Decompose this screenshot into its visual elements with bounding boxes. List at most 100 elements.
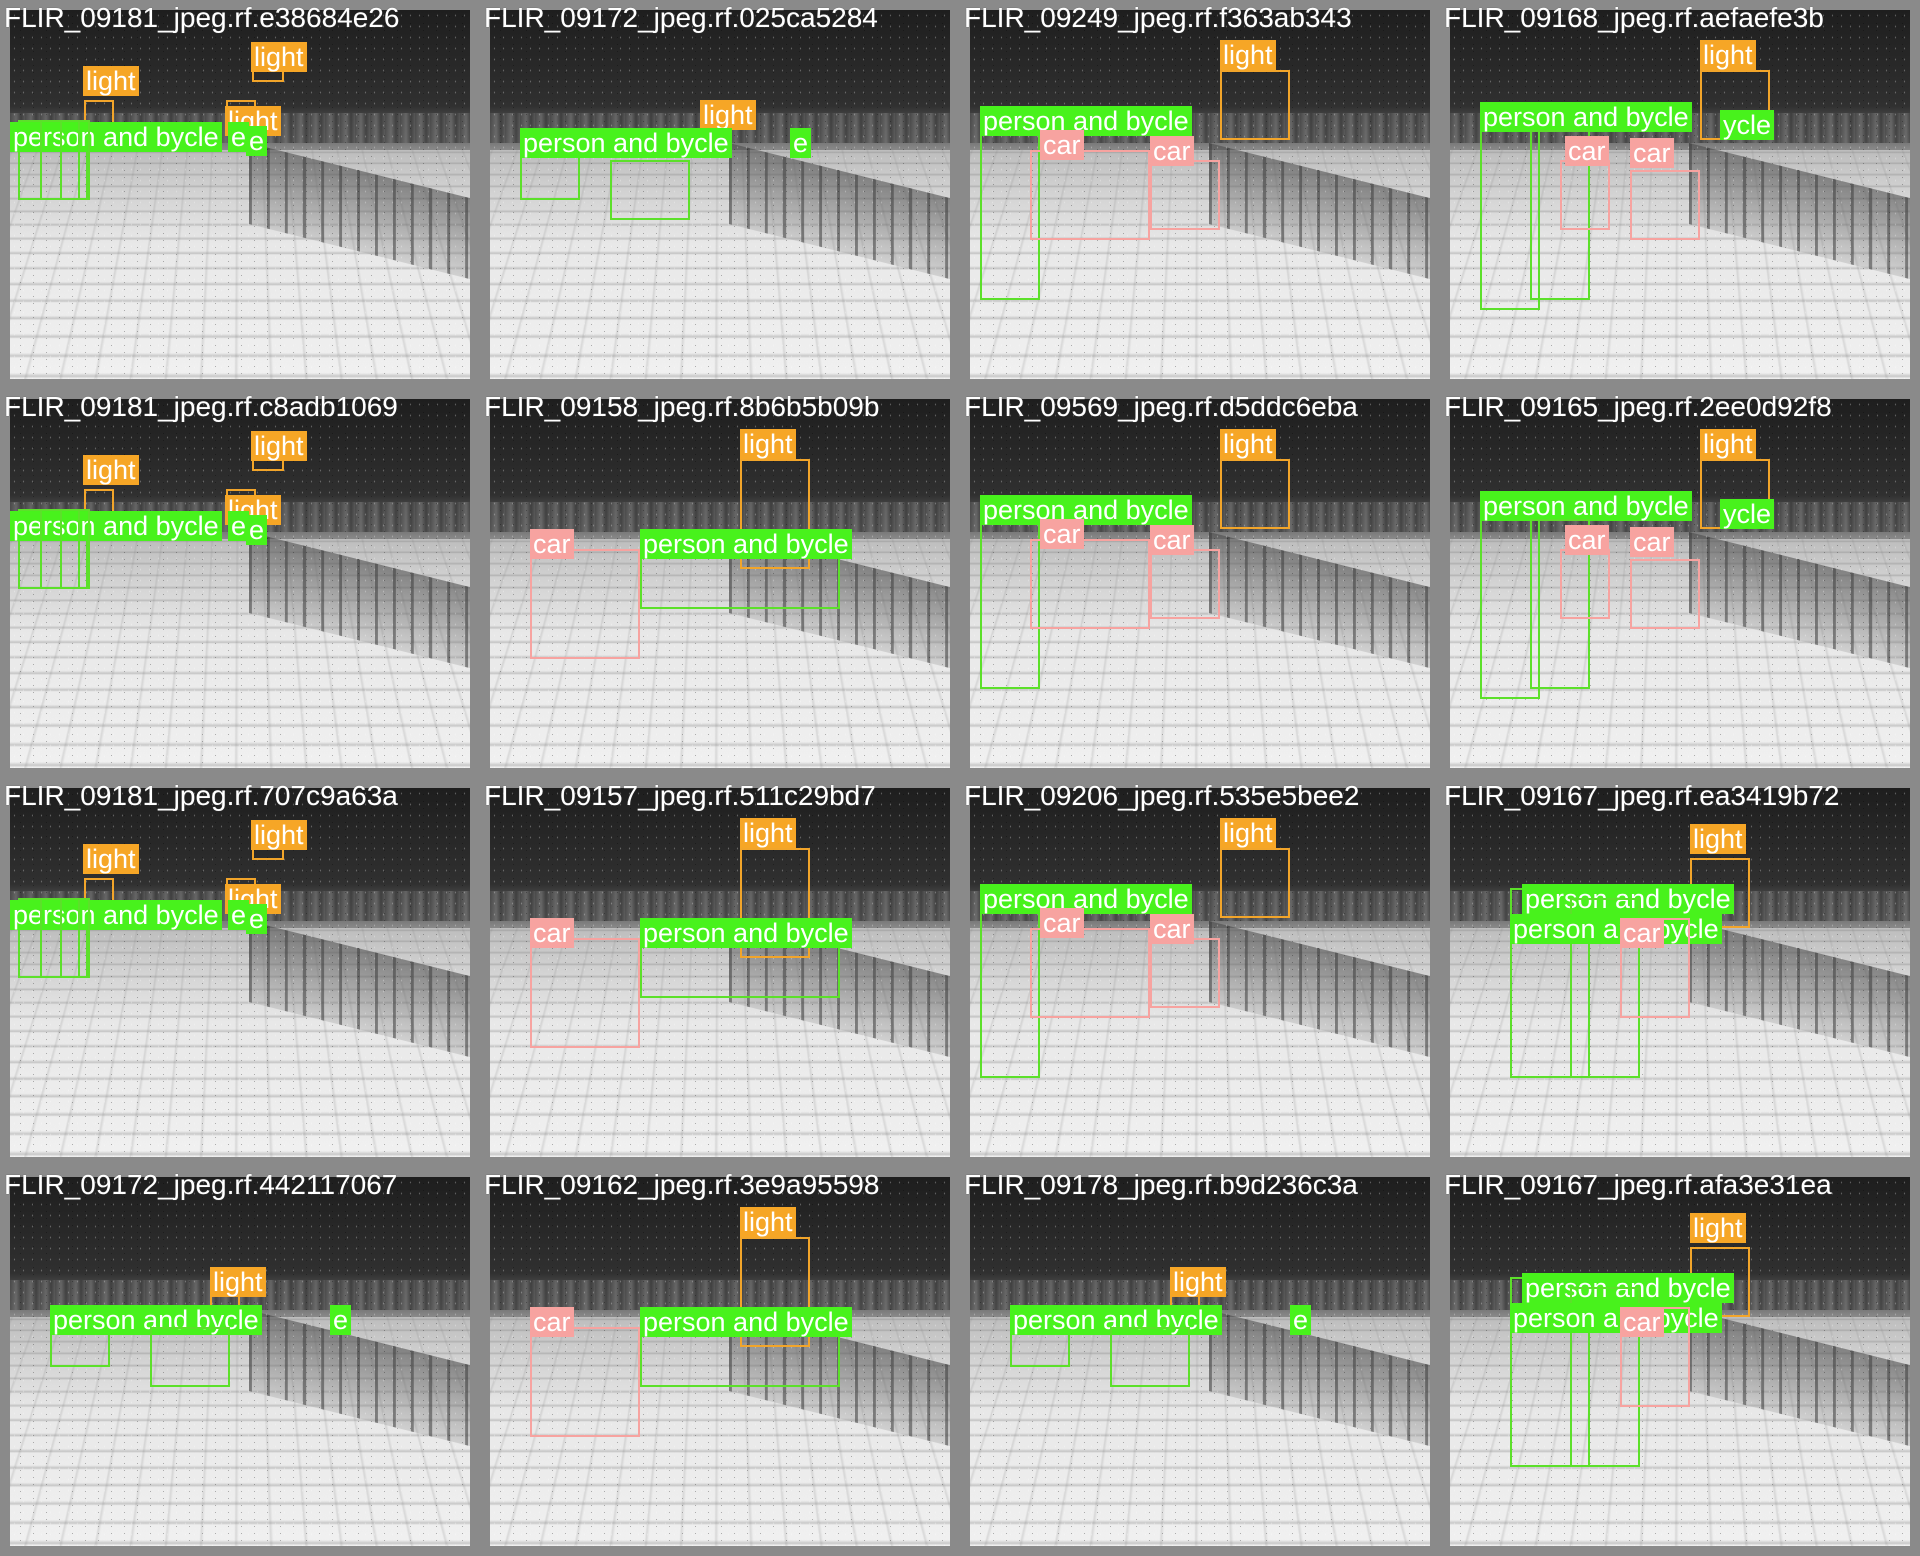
car-bounding-box (530, 1327, 640, 1437)
person-label: person and bycle (980, 106, 1192, 136)
car-bounding-box (1030, 150, 1150, 240)
detection-tile: light light light person and bycle e e FLIR_09… (0, 778, 480, 1167)
detection-tile: light person and bycle person and bycle car… (1440, 1167, 1920, 1556)
detection-tile: light person and bycle car car FLIR_09569_jp… (960, 389, 1440, 778)
detection-tile: light car person and bycle FLIR_09157_jpeg.… (480, 778, 960, 1167)
tile-filename: FLIR_09168_jpeg.rf.aefaefe3b (1444, 2, 1824, 34)
detection-tile: light light light person and bycle e e FLIR_09… (0, 389, 480, 778)
tile-filename: FLIR_09158_jpeg.rf.8b6b5b09b (484, 391, 879, 423)
light-label: light (1220, 40, 1276, 70)
light-bounding-box (1220, 70, 1290, 140)
person-bounding-box (60, 120, 90, 200)
thermal-image: light person and bycle ycle car car (1450, 399, 1910, 768)
person-bounding-box (60, 509, 90, 589)
person-label: e (330, 1305, 351, 1335)
tile-filename: FLIR_09167_jpeg.rf.afa3e31ea (1444, 1169, 1832, 1201)
detection-tile: light person and bycle car car FLIR_09206_jp… (960, 778, 1440, 1167)
thermal-image: light person and bycle car car (970, 788, 1430, 1157)
thermal-image: light person and bycle e (970, 1177, 1430, 1546)
light-label: light (740, 1207, 796, 1237)
car-label: car (1040, 908, 1084, 938)
car-bounding-box (1030, 539, 1150, 629)
tile-filename: FLIR_09172_jpeg.rf.442117067 (4, 1169, 397, 1201)
car-bounding-box (1150, 938, 1220, 1008)
thermal-image: light car person and bycle (490, 788, 950, 1157)
person-label: e (1290, 1305, 1311, 1335)
thermal-image: light person and bycle e (10, 1177, 470, 1546)
person-bounding-box (150, 1327, 230, 1387)
light-label: light (740, 429, 796, 459)
car-label: car (530, 918, 574, 948)
detection-tile: light person and bycle e FLIR_09172_jpeg.rf… (0, 1167, 480, 1556)
thermal-image: light person and bycle ycle car car (1450, 10, 1910, 379)
tile-filename: FLIR_09167_jpeg.rf.ea3419b72 (1444, 780, 1839, 812)
tile-filename: FLIR_09181_jpeg.rf.e38684e26 (4, 2, 399, 34)
person-label: person and bycle (980, 884, 1192, 914)
detection-tile: light person and bycle person and bycle car… (1440, 778, 1920, 1167)
thermal-image: light light light person and bycle e e (10, 10, 470, 379)
tile-filename: FLIR_09181_jpeg.rf.c8adb1069 (4, 391, 398, 423)
person-label: person and bycle (640, 918, 852, 948)
detection-tile: light car person and bycle FLIR_09162_jpeg.… (480, 1167, 960, 1556)
car-bounding-box (1560, 549, 1610, 619)
car-label: car (1565, 136, 1609, 166)
person-bounding-box (1110, 1327, 1190, 1387)
person-label: e (246, 904, 267, 934)
car-label: car (1150, 914, 1194, 944)
light-label: light (1170, 1267, 1226, 1297)
person-label: person and bycle (980, 495, 1192, 525)
person-label: e (246, 126, 267, 156)
person-label: ycle (1720, 499, 1774, 529)
thermal-image: light person and bycle car car (970, 399, 1430, 768)
car-label: car (530, 529, 574, 559)
car-bounding-box (1150, 160, 1220, 230)
detection-tile: light person and bycle car car FLIR_09249_jp… (960, 0, 1440, 389)
car-bounding-box (1560, 160, 1610, 230)
person-label: e (790, 128, 811, 158)
car-bounding-box (1150, 549, 1220, 619)
car-label: car (1630, 527, 1674, 557)
light-label: light (1690, 824, 1746, 854)
light-bounding-box (1220, 848, 1290, 918)
car-bounding-box (530, 549, 640, 659)
thermal-image: light car person and bycle (490, 1177, 950, 1546)
light-label: light (251, 42, 307, 72)
light-label: light (1220, 818, 1276, 848)
light-label: light (83, 66, 139, 96)
car-label: car (1630, 138, 1674, 168)
light-label: light (1700, 40, 1756, 70)
light-bounding-box (1220, 459, 1290, 529)
person-label: e (246, 515, 267, 545)
light-label: light (251, 431, 307, 461)
thermal-image: light person and bycle e (490, 10, 950, 379)
person-label: person and bycle (640, 529, 852, 559)
tile-filename: FLIR_09181_jpeg.rf.707c9a63a (4, 780, 398, 812)
detection-tile: light light light person and bycle e e FLIR_09… (0, 0, 480, 389)
car-bounding-box (1630, 170, 1700, 240)
thermal-image: light person and bycle person and bycle car (1450, 1177, 1910, 1546)
detection-tile: light person and bycle e FLIR_09178_jpeg.rf… (960, 1167, 1440, 1556)
light-label: light (740, 818, 796, 848)
person-bounding-box (60, 898, 90, 978)
light-label: light (251, 820, 307, 850)
person-label: ycle (1720, 110, 1774, 140)
tile-filename: FLIR_09249_jpeg.rf.f363ab343 (964, 2, 1352, 34)
car-label: car (1620, 1307, 1664, 1337)
tile-filename: FLIR_09569_jpeg.rf.d5ddc6eba (964, 391, 1358, 423)
thermal-image: light light light person and bycle e e (10, 399, 470, 768)
car-label: car (1150, 136, 1194, 166)
thermal-image: light person and bycle person and bycle car (1450, 788, 1910, 1157)
light-label: light (210, 1267, 266, 1297)
person-label: person and bycle (1480, 491, 1692, 521)
car-bounding-box (530, 938, 640, 1048)
car-label: car (1040, 130, 1084, 160)
car-label: car (530, 1307, 574, 1337)
car-label: car (1040, 519, 1084, 549)
detection-tile: light person and bycle ycle car car FLIR_0916… (1440, 0, 1920, 389)
light-label: light (1220, 429, 1276, 459)
person-bounding-box (610, 160, 690, 220)
car-label: car (1150, 525, 1194, 555)
car-label: car (1565, 525, 1609, 555)
car-bounding-box (1630, 559, 1700, 629)
